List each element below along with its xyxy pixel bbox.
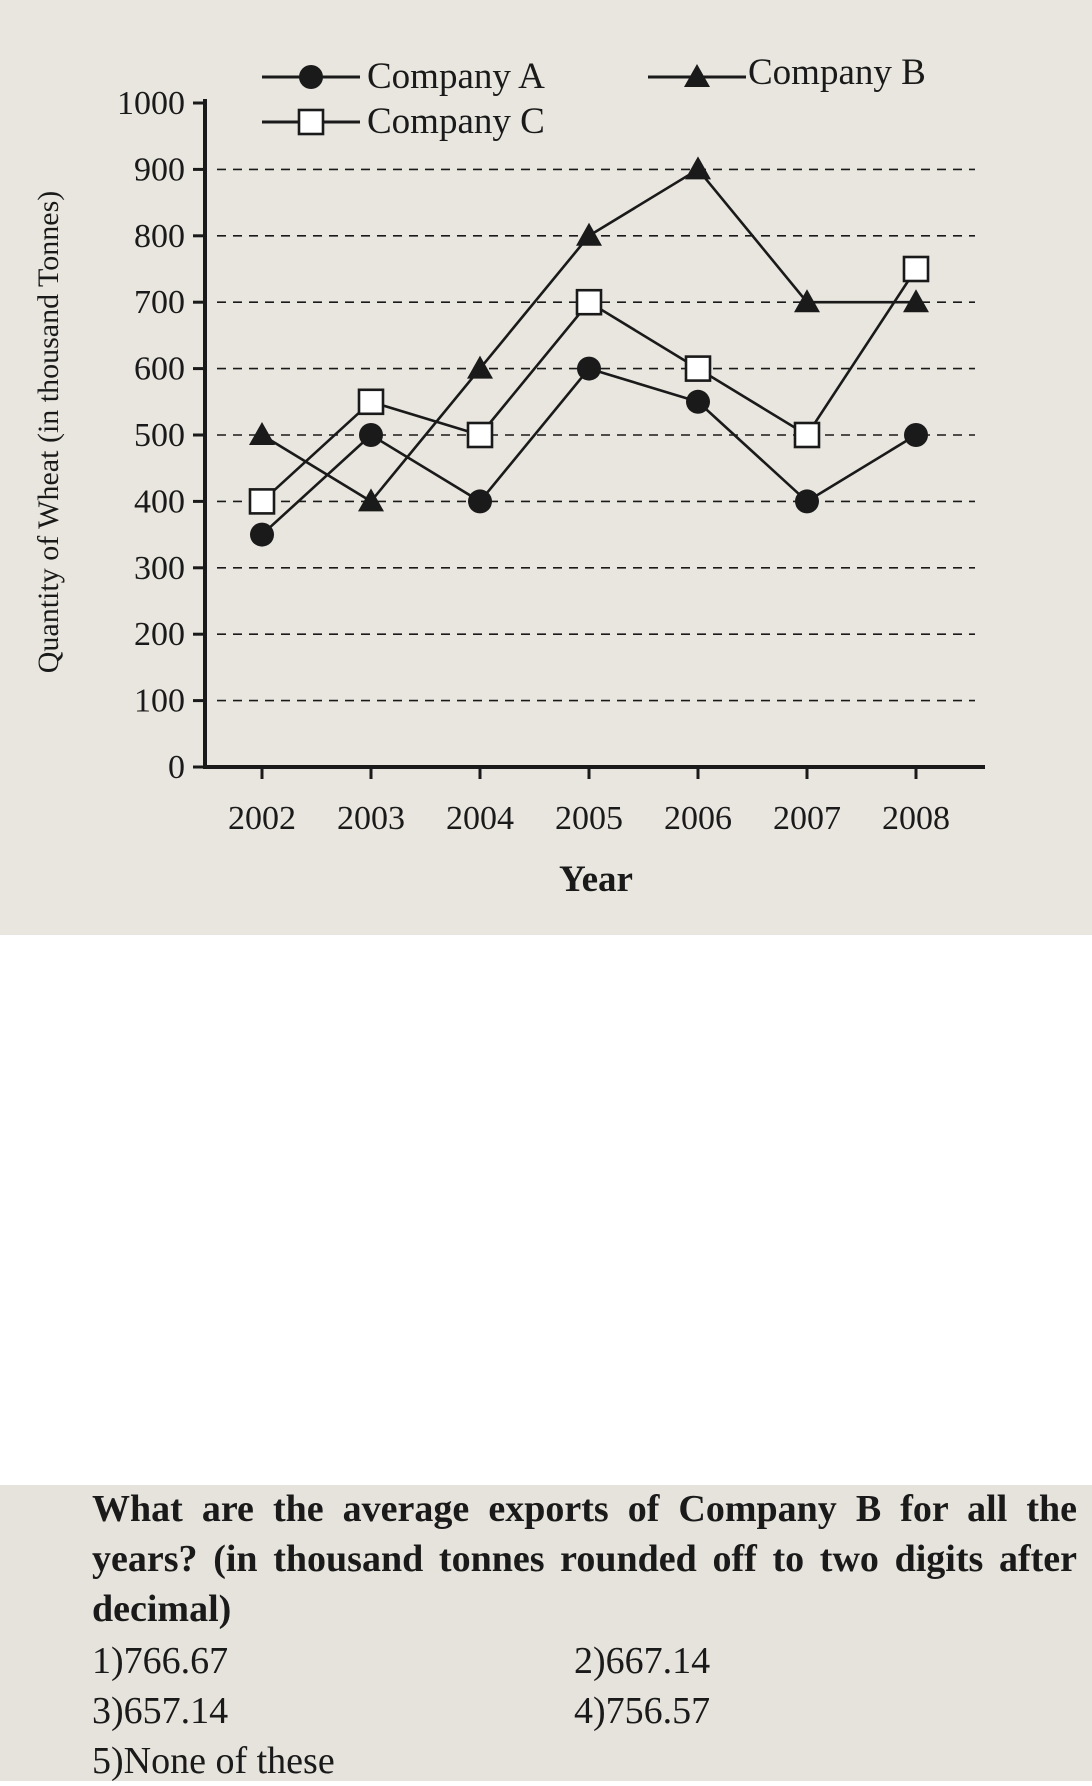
- data-point: [467, 355, 493, 379]
- data-point: [685, 156, 711, 180]
- data-point: [575, 288, 603, 316]
- y-tick-label: 700: [134, 284, 185, 321]
- data-point: [248, 488, 276, 515]
- x-tick-label: 2006: [664, 800, 732, 837]
- data-point: [466, 421, 494, 449]
- y-tick-label: 800: [134, 218, 185, 255]
- option-value: 657.14: [123, 1690, 229, 1732]
- option-4[interactable]: 4)756.57: [574, 1686, 710, 1736]
- option-value: 766.67: [123, 1640, 229, 1682]
- data-point: [795, 489, 819, 514]
- legend-marker: [684, 64, 710, 87]
- option-number: 2): [574, 1640, 606, 1682]
- chart-panel: [0, 0, 1092, 935]
- y-tick-label: 200: [134, 616, 185, 653]
- data-point: [577, 356, 601, 381]
- y-tick-label: 400: [134, 483, 185, 520]
- data-point: [686, 389, 710, 414]
- y-tick-label: 600: [134, 351, 185, 388]
- data-point: [794, 289, 820, 313]
- legend-marker: [299, 65, 323, 89]
- x-tick-label: 2003: [337, 800, 405, 837]
- y-tick-label: 0: [168, 749, 185, 786]
- line-chart: 0 100 200 300 400 500 600 700 800 900 1000 2002 2003…: [32, 52, 985, 900]
- option-1[interactable]: 1)766.67: [92, 1636, 228, 1686]
- y-tick-label: 1000: [117, 85, 185, 122]
- option-number: 3): [92, 1690, 124, 1732]
- data-point: [902, 255, 930, 283]
- question-text: What are the average exports of Company …: [92, 1488, 1077, 1630]
- x-tick-label: 2005: [555, 800, 623, 837]
- data-point: [358, 488, 384, 512]
- data-point: [793, 421, 821, 449]
- x-axis-title: Year: [559, 859, 633, 900]
- data-point: [359, 423, 383, 447]
- x-tick-label: 2002: [228, 800, 296, 837]
- data-point: [250, 522, 274, 547]
- y-tick-label: 100: [134, 683, 185, 720]
- data-point: [357, 388, 385, 416]
- legend-label: Company C: [367, 101, 545, 142]
- series-line-2: [261, 167, 916, 504]
- option-value: None of these: [123, 1740, 335, 1782]
- y-tick-label: 300: [134, 550, 185, 587]
- option-value: 756.57: [605, 1690, 711, 1732]
- option-number: 1): [92, 1640, 124, 1682]
- option-number: 5): [92, 1740, 124, 1782]
- data-point: [903, 289, 929, 313]
- option-2[interactable]: 2)667.14: [574, 1636, 710, 1686]
- x-tick-label: 2004: [446, 800, 514, 837]
- x-tick-label: 2007: [773, 800, 841, 837]
- data-point: [904, 423, 928, 447]
- data-point: [468, 489, 492, 514]
- data-point: [576, 222, 602, 246]
- data-point: [684, 355, 712, 382]
- question-panel: [0, 1485, 1092, 1781]
- x-tick-label: 2008: [882, 800, 950, 837]
- legend-label: Company B: [748, 52, 926, 93]
- legend-marker: [297, 108, 325, 136]
- option-5[interactable]: 5)None of these: [92, 1736, 335, 1786]
- y-tick-label: 500: [134, 417, 185, 454]
- option-3[interactable]: 3)657.14: [92, 1686, 228, 1736]
- legend-label: Company A: [367, 56, 545, 97]
- option-number: 4): [574, 1690, 606, 1732]
- data-point: [249, 422, 275, 445]
- y-axis-title: Quantity of Wheat (in thousand Tonnes): [32, 191, 65, 674]
- option-value: 667.14: [605, 1640, 711, 1682]
- y-tick-label: 900: [134, 151, 185, 188]
